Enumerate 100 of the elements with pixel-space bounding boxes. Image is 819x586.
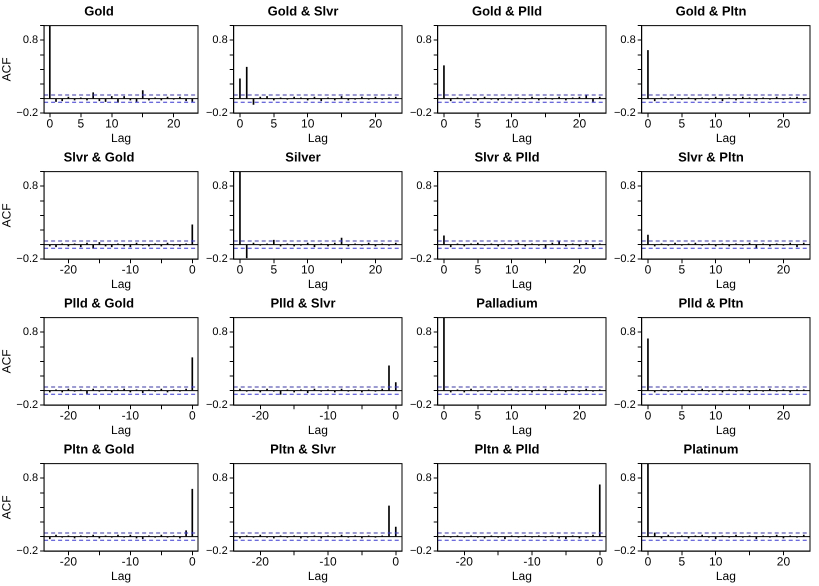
x-tick-label: 10 [709,116,723,131]
x-tick-label: 0 [644,408,652,423]
chart-title: Plld & Gold [64,295,134,310]
x-tick-label: 5 [474,408,482,423]
x-tick-label: 5 [678,116,686,131]
chart-title: Gold [84,3,114,18]
x-tick-label: -20 [60,554,78,569]
x-tick-label: 10 [505,262,519,277]
x-axis-title: Lag [308,423,328,438]
x-tick-label: -10 [319,554,338,569]
x-tick-label: -20 [60,262,78,277]
x-tick-label: 10 [301,262,315,277]
x-tick-label: 20 [776,262,790,277]
x-tick-label: -20 [456,554,474,569]
y-tick-label: −0.2 [206,399,228,412]
y-tick-label: 0.8 [416,34,432,46]
x-tick-label: -10 [122,408,140,423]
chart-title: Pltn & Slvr [270,441,336,456]
x-tick-label: 10 [301,116,315,131]
y-tick-label: 0.8 [22,326,38,338]
x-axis-title: Lag [308,569,328,584]
x-tick-label: 5 [678,554,686,569]
x-axis-title: Lag [512,131,532,146]
chart-title: Slvr & Plld [474,149,540,164]
x-axis-title: Lag [111,569,132,584]
x-tick-label: 0 [440,262,448,277]
x-tick-label: 20 [368,116,382,131]
x-tick-label: 10 [505,116,519,131]
x-tick-label: 0 [644,554,652,569]
x-tick-label: 10 [709,554,723,569]
x-tick-label: 20 [776,116,790,131]
chart-title: Pltn & Plld [474,441,540,456]
x-axis-title: Lag [308,277,328,292]
chart-title: Pltn & Gold [64,441,134,456]
y-tick-label: 0.8 [212,34,228,46]
x-axis-title: Lag [308,131,328,146]
y-axis-title: ACF [0,57,14,82]
y-tick-label: −0.2 [206,545,228,558]
x-tick-label: 0 [440,408,448,423]
x-axis-title: Lag [716,423,736,438]
y-tick-label: 0.8 [620,326,636,338]
y-tick-label: 0.8 [416,180,432,192]
y-tick-label: 0.8 [212,180,228,192]
x-axis-title: Lag [111,277,132,292]
x-tick-label: 5 [270,262,278,277]
x-tick-label: 0 [236,262,244,277]
y-tick-label: 0.8 [416,472,432,484]
x-tick-label: 20 [776,408,790,423]
x-tick-label: 10 [709,408,723,423]
y-tick-label: −0.2 [614,107,636,120]
x-tick-label: 0 [236,116,244,131]
x-tick-label: 0 [392,408,400,423]
y-tick-label: −0.2 [16,399,38,412]
x-axis-title: Lag [716,131,736,146]
chart-title: Gold & Pltn [676,3,746,18]
x-tick-label: -10 [319,408,338,423]
x-tick-label: 20 [368,262,382,277]
x-tick-label: 0 [188,408,196,423]
chart-title: Slvr & Gold [64,149,134,164]
x-tick-label: 20 [572,116,586,131]
x-tick-label: -20 [252,408,270,423]
x-tick-label: 20 [572,262,586,277]
y-axis-title: ACF [0,203,14,228]
y-tick-label: −0.2 [206,107,228,120]
y-tick-label: −0.2 [614,399,636,412]
x-tick-label: 5 [678,408,686,423]
x-tick-label: -10 [523,554,542,569]
x-tick-label: 5 [270,116,278,131]
chart-title: Platinum [684,441,738,456]
x-tick-label: 5 [474,116,482,131]
x-tick-label: 0 [392,554,400,569]
x-tick-label: 0 [46,116,54,131]
x-tick-label: 0 [188,262,196,277]
x-tick-label: 0 [440,116,448,131]
x-tick-label: 5 [678,262,686,277]
chart-title: Palladium [476,295,538,310]
y-tick-label: 0.8 [416,326,432,338]
x-tick-label: 5 [474,262,482,277]
chart-title: Gold & Slvr [268,3,338,18]
y-axis-title: ACF [0,349,14,374]
x-tick-label: 10 [505,408,519,423]
chart-title: Plld & Pltn [678,295,744,310]
y-tick-label: 0.8 [620,180,636,192]
y-tick-label: 0.8 [22,34,38,46]
x-axis-title: Lag [716,569,736,584]
x-axis-title: Lag [716,277,736,292]
y-tick-label: −0.2 [410,253,432,266]
x-axis-title: Lag [512,423,532,438]
x-tick-label: 0 [188,554,196,569]
x-tick-label: 20 [776,554,790,569]
y-tick-label: −0.2 [16,107,38,120]
x-tick-label: -10 [122,554,140,569]
y-tick-label: 0.8 [212,326,228,338]
y-tick-label: 0.8 [620,472,636,484]
x-tick-label: 0 [596,554,604,569]
chart-title: Slvr & Pltn [678,149,744,164]
x-tick-label: 10 [709,262,723,277]
y-tick-label: 0.8 [22,472,38,484]
x-tick-label: 20 [572,408,586,423]
y-tick-label: −0.2 [410,107,432,120]
